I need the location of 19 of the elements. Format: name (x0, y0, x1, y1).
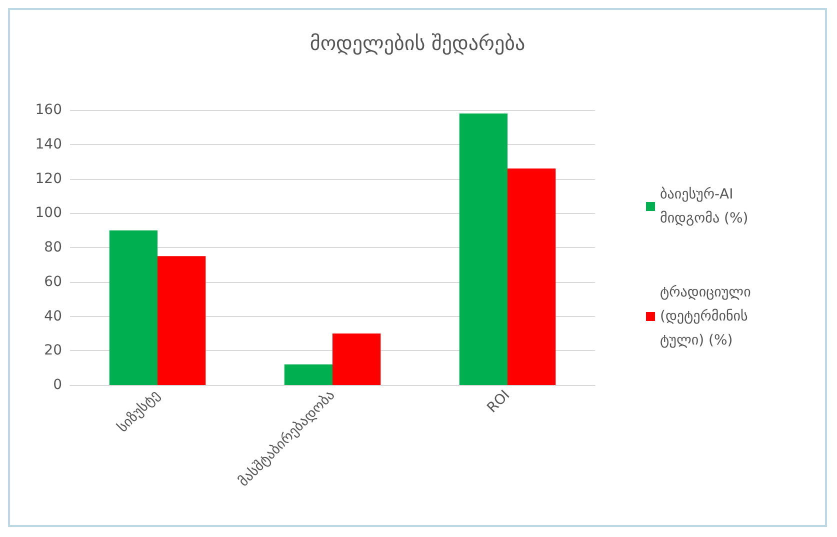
y-tick-label: 40 (44, 308, 62, 324)
y-tick-label: 0 (53, 377, 62, 393)
chart-title: მოდელების შედარება (310, 31, 526, 55)
bar (459, 113, 508, 385)
bar (284, 364, 332, 385)
y-tick-label: 160 (35, 102, 62, 118)
legend-label: ტრადიციული (დეტერმინისტული) (%) (660, 284, 756, 348)
y-tick-label: 100 (35, 205, 62, 222)
bar (109, 230, 158, 385)
y-tick-label: 140 (35, 136, 62, 152)
bar (332, 333, 381, 385)
y-tick-label: 20 (44, 342, 62, 359)
y-tick-label: 60 (44, 274, 62, 290)
y-tick-label: 80 (44, 240, 62, 256)
bar (508, 168, 556, 385)
y-tick-label: 120 (35, 170, 62, 187)
legend-label: ბაიესურ-AI მიდგომა (%) (660, 186, 748, 226)
x-tick-label: ROI (484, 387, 514, 416)
bar (158, 256, 206, 385)
